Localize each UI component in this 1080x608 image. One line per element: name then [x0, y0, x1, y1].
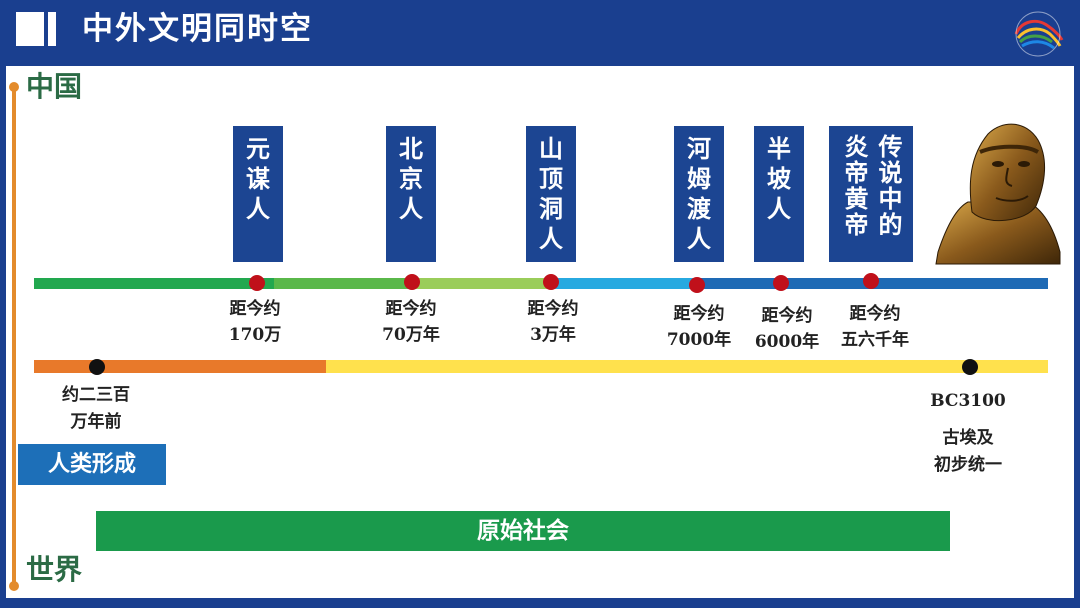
event-date-banpo: 距今约 6000年: [754, 306, 820, 352]
vertical-time-axis: [12, 86, 16, 586]
event-date-yan-huang: 距今约 五六千年: [841, 304, 909, 350]
primitive-society-bar: 原始社会: [96, 511, 950, 551]
world-timeline-segment: [34, 360, 326, 373]
event-box-peking: 北京人: [386, 126, 436, 262]
china-timeline-segment: [414, 278, 554, 289]
event-dot-banpo: [773, 275, 789, 291]
title-marker-icon: [16, 12, 58, 46]
world-event-dot-egypt: [962, 359, 978, 375]
china-timeline-segment: [274, 278, 414, 289]
event-box-banpo: 半坡人: [754, 126, 804, 262]
event-dot-peking: [404, 274, 420, 290]
world-event-egypt-text: BC3100 古埃及 初步统一: [930, 391, 1006, 475]
axis-bottom-dot: [9, 581, 19, 591]
event-dot-yan-huang: [863, 273, 879, 289]
axis-top-dot: [9, 82, 19, 92]
event-box-upper-cave: 山顶洞人: [526, 126, 576, 262]
event-date-upper-cave: 距今约 3万年: [527, 299, 579, 345]
china-label: 中国: [26, 70, 83, 103]
event-dot-hemudu: [689, 277, 705, 293]
event-dot-yuanmou: [249, 275, 265, 291]
world-timeline-segment: [326, 360, 1048, 373]
slide-title: 中外文明同时空: [82, 11, 313, 47]
human-formation-label: 人类形成: [18, 444, 166, 485]
school-logo-icon: [1014, 11, 1064, 57]
china-timeline-segment: [34, 278, 274, 289]
world-event-dot-human-origin: [89, 359, 105, 375]
event-box-yan-huang: 炎帝黄帝 传说中的: [829, 126, 913, 262]
event-box-hemudu: 河姆渡人: [674, 126, 724, 262]
header-bar: 中外文明同时空: [0, 0, 1080, 66]
china-timeline-segment: [554, 278, 694, 289]
event-date-hemudu: 距今约 7000年: [666, 304, 732, 350]
event-date-peking: 距今约 70万年: [382, 299, 440, 345]
event-box-yuanmou: 元谋人: [233, 126, 283, 262]
early-human-bust-image: [935, 123, 1061, 265]
world-label: 世界: [26, 553, 83, 586]
event-dot-upper-cave: [543, 274, 559, 290]
world-event-human-origin-text: 约二三百 万年前: [62, 385, 130, 432]
event-date-yuanmou: 距今约 170万: [228, 299, 282, 345]
